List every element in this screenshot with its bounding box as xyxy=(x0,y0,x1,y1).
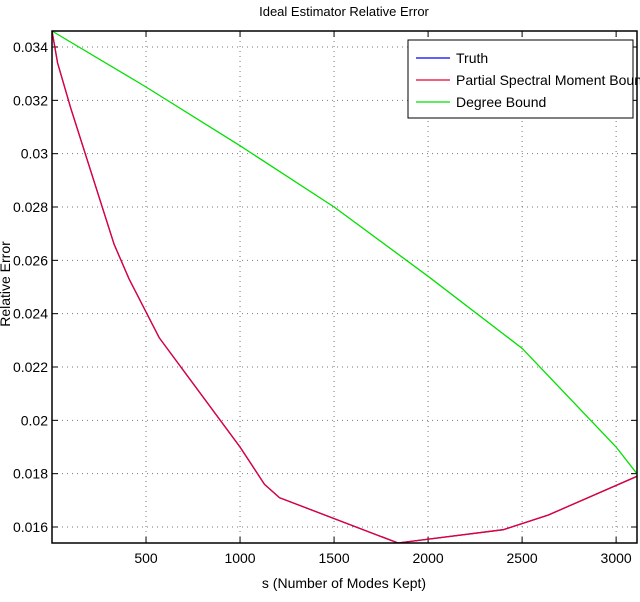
y-tick-label: 0.03 xyxy=(21,146,48,162)
x-tick-label: 2500 xyxy=(507,550,538,566)
y-tick-label: 0.028 xyxy=(13,199,48,215)
legend: Truth Partial Spectral Moment Bound Degree… xyxy=(407,39,640,119)
x-tick-label: 1000 xyxy=(224,550,255,566)
x-tick-label: 500 xyxy=(134,550,158,566)
x-tick-label: 2000 xyxy=(413,550,444,566)
y-tick-label: 0.016 xyxy=(13,519,48,535)
x-tick-label: 1500 xyxy=(318,550,349,566)
y-tick-label: 0.02 xyxy=(21,412,48,428)
y-tick-label: 0.026 xyxy=(13,252,48,268)
plot-frame xyxy=(51,30,638,544)
legend-label: Degree Bound xyxy=(456,94,546,110)
chart-title: Ideal Estimator Relative Error xyxy=(259,4,429,19)
series-line-partial-spectral-moment-bound xyxy=(51,30,638,544)
series-line-degree-bound xyxy=(51,30,638,475)
x-axis-label: s (Number of Modes Kept) xyxy=(262,575,426,591)
legend-label: Truth xyxy=(456,50,488,66)
legend-label: Partial Spectral Moment Bound xyxy=(456,72,640,88)
y-tick-label: 0.024 xyxy=(13,306,48,322)
y-tick-label: 0.032 xyxy=(13,92,48,108)
y-tick-label: 0.034 xyxy=(13,39,48,55)
y-tick-label: 0.018 xyxy=(13,466,48,482)
y-axis-label: Relative Error xyxy=(0,241,13,327)
legend-box xyxy=(407,39,634,119)
x-tick-label: 3000 xyxy=(601,550,632,566)
y-tick-label: 0.022 xyxy=(13,359,48,375)
